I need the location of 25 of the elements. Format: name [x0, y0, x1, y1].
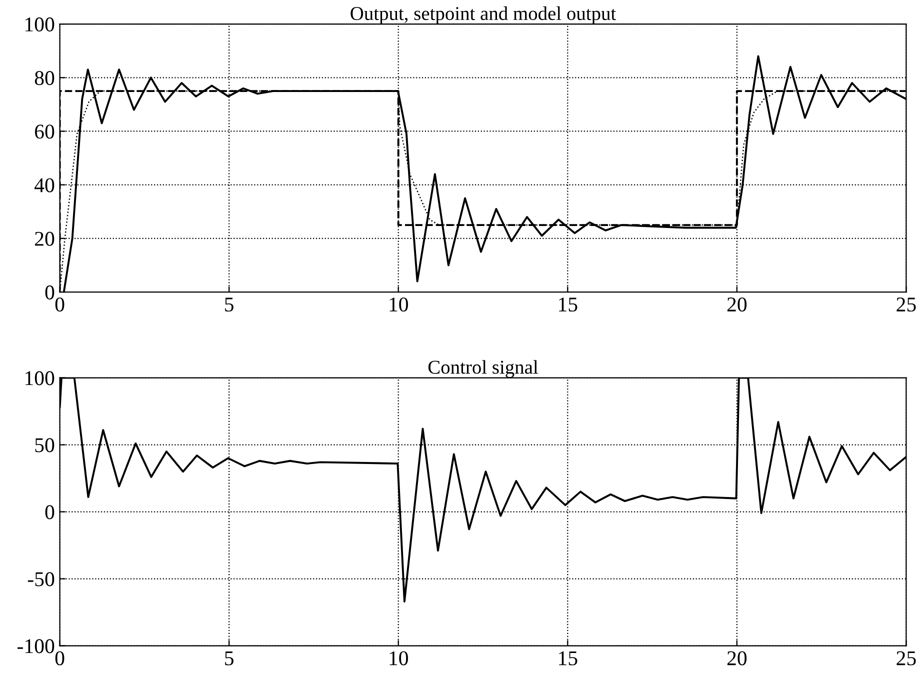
x-tick-label: 15 [559, 298, 578, 312]
x-tick-label: 15 [559, 651, 578, 666]
y-tick-label: 0 [45, 285, 54, 300]
x-tick-label: 5 [225, 298, 234, 312]
y-tick-label: 60 [35, 124, 54, 139]
y-tick-label: 100 [26, 17, 54, 32]
x-tick-label: 10 [390, 298, 408, 312]
chart-title: Control signal [428, 360, 538, 378]
x-tick-label: 20 [727, 298, 747, 312]
x-tick-label: 25 [896, 651, 916, 666]
y-tick-label: -50 [28, 572, 54, 586]
x-tick-label: 0 [55, 298, 64, 312]
y-tick-label: -100 [18, 639, 54, 654]
y-tick-label: 100 [26, 371, 54, 386]
x-tick-label: 10 [390, 651, 408, 666]
y-tick-label: 20 [35, 232, 54, 246]
y-tick-label: 80 [34, 71, 54, 86]
y-tick-label: 50 [35, 438, 54, 452]
x-tick-label: 20 [727, 651, 747, 666]
y-tick-label: 0 [45, 505, 54, 520]
x-tick-label: 25 [896, 298, 916, 312]
chart-title: Output, setpoint and model output [350, 6, 616, 24]
y-tick-label: 40 [34, 178, 54, 192]
x-tick-label: 0 [55, 651, 64, 666]
x-tick-label: 5 [225, 651, 234, 666]
